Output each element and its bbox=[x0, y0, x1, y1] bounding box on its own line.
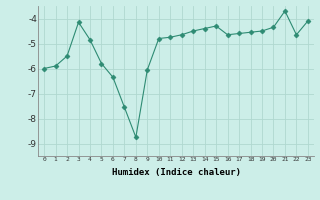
X-axis label: Humidex (Indice chaleur): Humidex (Indice chaleur) bbox=[111, 168, 241, 177]
